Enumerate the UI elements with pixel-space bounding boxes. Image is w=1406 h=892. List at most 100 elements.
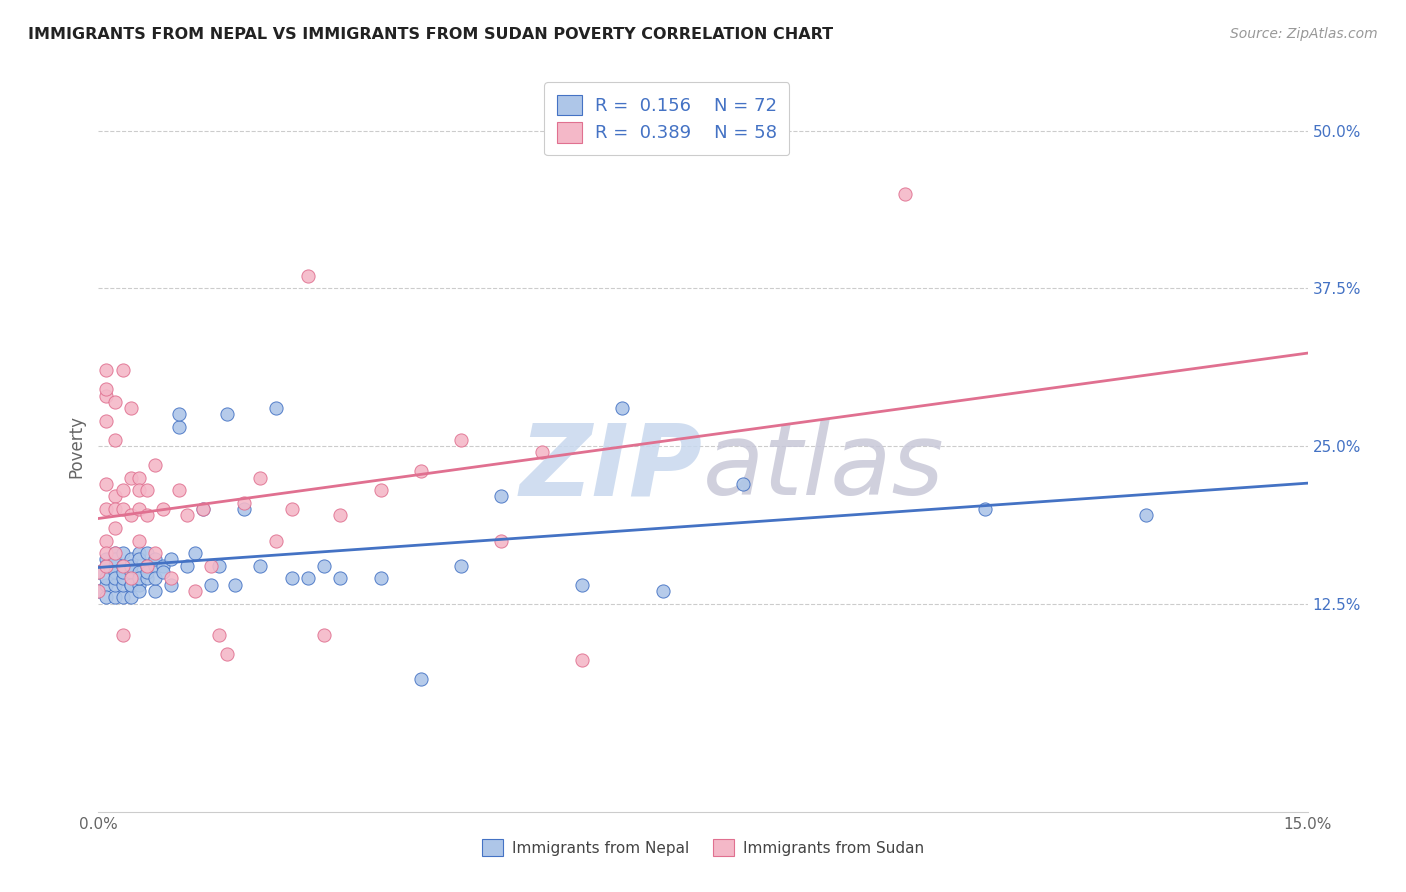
Point	[96, 571, 118, 585]
Point	[193, 502, 215, 516]
Point	[87, 584, 110, 599]
Point	[135, 558, 157, 573]
Point	[160, 552, 183, 566]
Point	[128, 584, 150, 599]
Point	[120, 401, 142, 416]
Point	[733, 476, 755, 491]
Point	[612, 401, 634, 416]
Point	[152, 565, 174, 579]
Point	[128, 578, 150, 592]
Point	[103, 546, 125, 560]
Point	[111, 363, 134, 377]
Point	[103, 521, 125, 535]
Point	[128, 483, 150, 497]
Point	[96, 363, 118, 377]
Point	[297, 268, 319, 283]
Point	[120, 470, 142, 484]
Point	[135, 565, 157, 579]
Point	[103, 565, 125, 579]
Point	[143, 584, 166, 599]
Point	[224, 578, 246, 592]
Text: Source: ZipAtlas.com: Source: ZipAtlas.com	[1230, 27, 1378, 41]
Point	[208, 558, 231, 573]
Point	[111, 558, 134, 573]
Point	[370, 571, 392, 585]
Point	[1135, 508, 1157, 523]
Point	[103, 578, 125, 592]
Point	[264, 401, 287, 416]
Point	[103, 591, 125, 605]
Point	[103, 502, 125, 516]
Point	[111, 591, 134, 605]
Point	[249, 470, 271, 484]
Point	[176, 558, 198, 573]
Point	[160, 578, 183, 592]
Point	[96, 533, 118, 548]
Point	[96, 502, 118, 516]
Legend: Immigrants from Nepal, Immigrants from Sudan: Immigrants from Nepal, Immigrants from S…	[475, 833, 931, 863]
Point	[120, 558, 142, 573]
Point	[974, 502, 997, 516]
Point	[120, 558, 142, 573]
Point	[87, 565, 110, 579]
Point	[128, 565, 150, 579]
Text: IMMIGRANTS FROM NEPAL VS IMMIGRANTS FROM SUDAN POVERTY CORRELATION CHART: IMMIGRANTS FROM NEPAL VS IMMIGRANTS FROM…	[28, 27, 834, 42]
Point	[143, 546, 166, 560]
Point	[217, 647, 239, 661]
Point	[111, 578, 134, 592]
Point	[111, 483, 134, 497]
Point	[120, 565, 142, 579]
Point	[184, 546, 207, 560]
Point	[167, 483, 190, 497]
Point	[120, 508, 142, 523]
Point	[450, 558, 472, 573]
Point	[103, 558, 125, 573]
Point	[491, 490, 513, 504]
Point	[450, 433, 472, 447]
Point	[128, 502, 150, 516]
Point	[96, 546, 118, 560]
Point	[152, 502, 174, 516]
Point	[111, 558, 134, 573]
Point	[111, 565, 134, 579]
Point	[409, 673, 432, 687]
Point	[103, 395, 125, 409]
Point	[281, 571, 304, 585]
Point	[111, 571, 134, 585]
Point	[329, 508, 352, 523]
Point	[128, 533, 150, 548]
Point	[103, 490, 125, 504]
Point	[96, 558, 118, 573]
Point	[111, 546, 134, 560]
Point	[329, 571, 352, 585]
Point	[160, 571, 183, 585]
Text: ZIP: ZIP	[520, 419, 703, 516]
Point	[571, 653, 593, 667]
Point	[893, 186, 915, 201]
Point	[96, 558, 118, 573]
Point	[370, 483, 392, 497]
Point	[111, 628, 134, 642]
Point	[103, 546, 125, 560]
Point	[96, 552, 118, 566]
Point	[571, 578, 593, 592]
Point	[135, 571, 157, 585]
Point	[200, 558, 222, 573]
Point	[314, 558, 336, 573]
Point	[103, 433, 125, 447]
Point	[264, 533, 287, 548]
Point	[314, 628, 336, 642]
Point	[135, 483, 157, 497]
Point	[87, 584, 110, 599]
Point	[120, 552, 142, 566]
Point	[217, 408, 239, 422]
Point	[128, 571, 150, 585]
Point	[120, 591, 142, 605]
Point	[200, 578, 222, 592]
Point	[143, 571, 166, 585]
Point	[297, 571, 319, 585]
Point	[96, 382, 118, 396]
Point	[143, 552, 166, 566]
Text: atlas: atlas	[703, 419, 945, 516]
Point	[103, 552, 125, 566]
